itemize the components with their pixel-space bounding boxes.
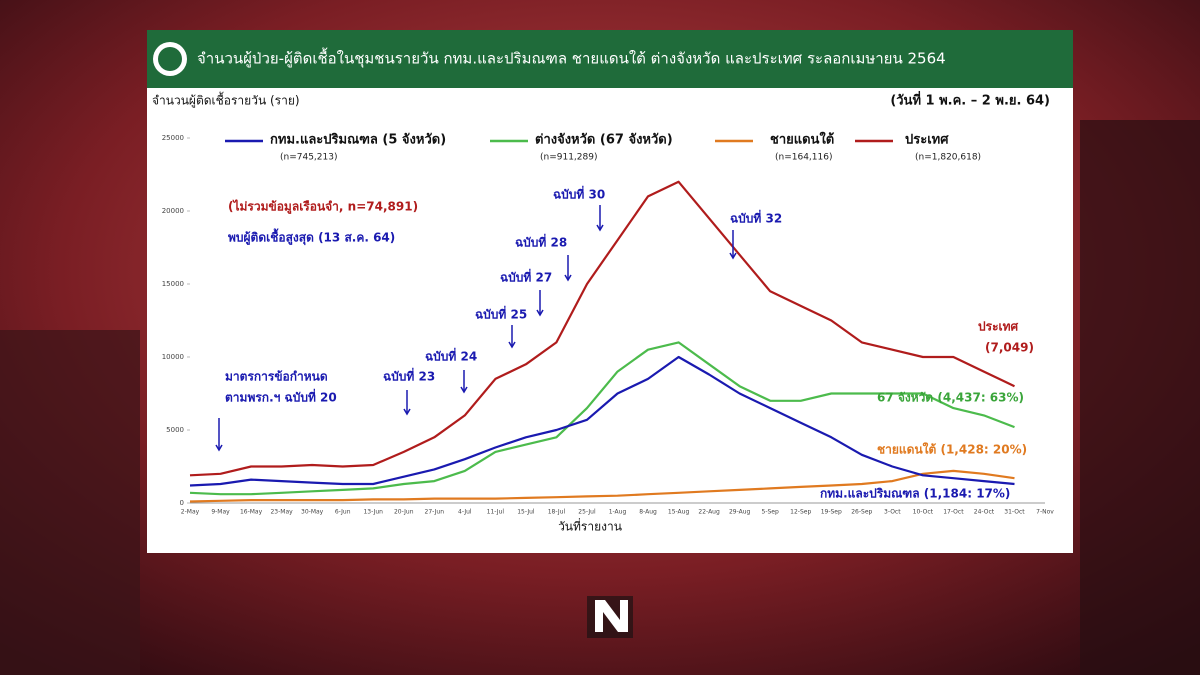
legend-label: กทม.และปริมณฑล (5 จังหวัด) [270,133,446,148]
x-tick-label: 20-Jun [394,509,414,516]
x-tick-label: 18-Jul [548,509,566,516]
legend-label: ชายแดนใต้ [770,131,834,148]
x-tick-label: 2-May [181,509,200,516]
arrow-head [536,309,544,317]
x-tick-label: 13-Jun [363,509,383,516]
x-tick-label: 11-Jul [487,509,505,516]
end-label: ประเทศ [978,320,1019,334]
y-tick-label: 10000 [162,353,184,361]
end-label: ชายแดนใต้ (1,428: 20%) [877,442,1027,457]
x-tick-label: 15-Jul [517,509,535,516]
x-tick-label: 24-Oct [974,509,995,516]
x-tick-label: 16-May [240,509,263,516]
annotation: ฉบับที่ 23 [383,368,435,384]
x-tick-label: 4-Jul [458,509,472,516]
arrow-head [729,252,737,260]
annotation: มาตรการข้อกำหนด [225,370,328,384]
y-tick-label: 0 [180,499,184,507]
arrow-head [564,274,572,282]
annotation: ฉบับที่ 30 [553,186,605,202]
legend-count: (n=745,213) [280,153,338,163]
arrow-head [215,444,223,452]
y-tick-label: 25000 [162,134,184,142]
arrow-head [596,224,604,232]
y-axis-title: จำนวนผู้ติดเชื้อรายวัน (ราย) [152,92,300,109]
annotation: ตามพรก.ฯ ฉบับที่ 20 [225,389,337,405]
x-tick-label: 22-Aug [698,509,720,516]
legend-count: (n=164,116) [775,153,833,163]
x-tick-label: 17-Oct [943,509,964,516]
x-tick-label: 12-Sep [790,509,811,516]
x-tick-label: 3-Oct [884,509,901,516]
y-tick-label: 15000 [162,280,184,288]
end-label: กทม.และปริมณฑล (1,184: 17%) [820,487,1010,501]
chart-title: จำนวนผู้ป่วย-ผู้ติดเชื้อในชุมชนรายวัน กท… [197,48,946,69]
annotation: ฉบับที่ 24 [425,348,477,364]
arrow-head [460,386,468,394]
x-tick-label: 10-Oct [913,509,934,516]
x-tick-label: 30-May [301,509,324,516]
annotation: ฉบับที่ 28 [515,234,567,250]
y-tick-label: 20000 [162,207,184,215]
x-tick-label: 25-Jul [578,509,596,516]
series-line [189,469,1015,503]
series-line [189,341,1015,496]
x-tick-label: 9-May [211,509,230,516]
x-tick-label: 1-Aug [609,509,627,516]
x-tick-label: 19-Sep [821,509,842,516]
x-tick-label: 7-Nov [1036,509,1054,516]
y-tick-label: 5000 [166,426,184,434]
logo-inner [158,47,182,71]
legend-label: ต่างจังหวัด (67 จังหวัด) [535,133,673,148]
x-tick-label: 27-Jun [425,509,445,516]
series-line [189,180,1015,477]
x-tick-label: 31-Oct [1004,509,1025,516]
x-tick-label: 15-Aug [668,509,690,516]
x-tick-label: 5-Sep [762,509,779,516]
x-axis-title: วันที่รายงาน [558,518,622,534]
x-tick-label: 26-Sep [851,509,872,516]
building [1080,120,1200,675]
x-tick-label: 6-Jun [335,509,351,516]
annotation: ฉบับที่ 32 [730,210,782,226]
annotation: (ไม่รวมข้อมูลเรือนจำ, n=74,891) [228,199,418,215]
legend-count: (n=911,289) [540,153,598,163]
series-line [189,355,1015,487]
legend-label: ประเทศ [905,133,949,148]
watermark-logo [595,600,628,632]
end-label: (7,049) [985,341,1034,355]
x-tick-label: 23-May [270,509,293,516]
arrow-head [508,341,516,349]
building [0,330,140,675]
annotation: พบผู้ติดเชื้อสูงสุด (13 ส.ค. 64) [228,228,395,246]
x-tick-label: 29-Aug [729,509,751,516]
arrow-head [403,408,411,416]
subtitle: (วันที่ 1 พ.ค. – 2 พ.ย. 64) [890,91,1050,109]
legend-count: (n=1,820,618) [915,153,981,163]
end-label: 67 จังหวัด (4,437: 63%) [877,391,1024,405]
x-tick-label: 8-Aug [639,509,657,516]
annotation: ฉบับที่ 25 [475,306,527,322]
annotation: ฉบับที่ 27 [500,269,552,285]
header [147,30,1073,88]
